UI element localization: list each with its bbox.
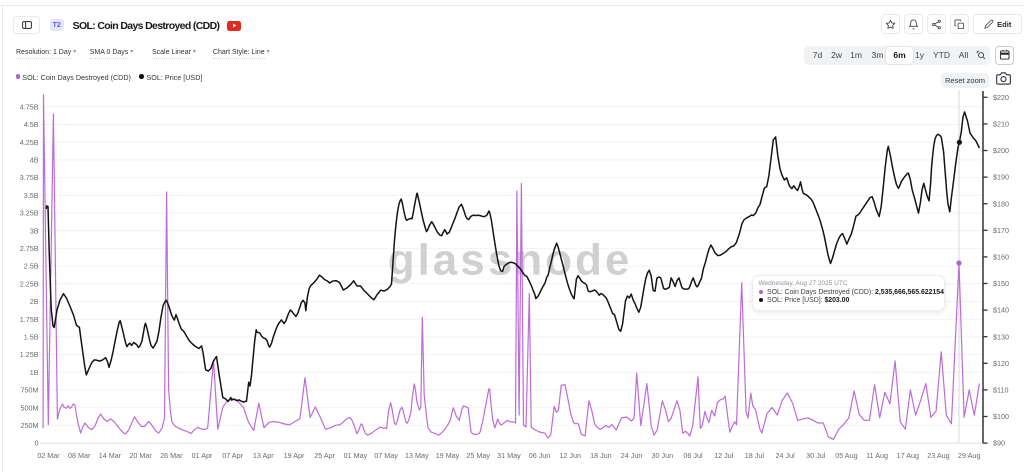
svg-text:4.75B: 4.75B (20, 102, 39, 111)
svg-text:26 Mar: 26 Mar (160, 451, 183, 460)
svg-text:05 Aug: 05 Aug (835, 451, 857, 460)
svg-text:$160: $160 (993, 253, 1009, 262)
svg-text:13 May: 13 May (405, 451, 429, 460)
svg-text:1.5B: 1.5B (24, 333, 39, 342)
svg-text:750M: 750M (21, 386, 39, 395)
svg-text:25 May: 25 May (466, 451, 490, 460)
svg-text:30 Jun: 30 Jun (652, 451, 674, 460)
svg-text:$120: $120 (993, 359, 1009, 368)
svg-text:29 Aug: 29 Aug (958, 451, 980, 460)
svg-text:1.75B: 1.75B (20, 315, 39, 324)
svg-text:06 Jul: 06 Jul (683, 451, 703, 460)
svg-text:250M: 250M (21, 421, 39, 430)
svg-text:3.75B: 3.75B (20, 173, 39, 182)
svg-text:14 Mar: 14 Mar (99, 451, 122, 460)
svg-text:19 Apr: 19 Apr (284, 451, 305, 460)
svg-text:2.5B: 2.5B (24, 262, 39, 271)
svg-text:24 Jul: 24 Jul (776, 451, 796, 460)
svg-text:$200: $200 (993, 146, 1009, 155)
svg-text:20 Mar: 20 Mar (129, 451, 152, 460)
svg-text:$190: $190 (993, 173, 1009, 182)
svg-text:18 Jun: 18 Jun (590, 451, 612, 460)
svg-text:$90: $90 (993, 439, 1005, 448)
svg-text:3.5B: 3.5B (24, 191, 39, 200)
svg-text:13 Apr: 13 Apr (253, 451, 274, 460)
svg-text:$220: $220 (993, 93, 1009, 102)
svg-text:4.25B: 4.25B (20, 138, 39, 147)
svg-text:01 May: 01 May (344, 451, 368, 460)
svg-text:$150: $150 (993, 279, 1009, 288)
svg-text:17 Aug: 17 Aug (897, 451, 919, 460)
svg-text:12 Jun: 12 Jun (559, 451, 581, 460)
svg-text:glassnode: glassnode (388, 236, 633, 285)
svg-text:$110: $110 (993, 386, 1008, 395)
svg-text:1B: 1B (30, 368, 39, 377)
svg-text:23 Aug: 23 Aug (927, 451, 949, 460)
svg-text:4B: 4B (30, 156, 39, 165)
svg-text:$210: $210 (993, 120, 1009, 129)
svg-text:12 Jul: 12 Jul (714, 451, 734, 460)
svg-text:2.25B: 2.25B (20, 279, 39, 288)
svg-text:06 Jun: 06 Jun (529, 451, 551, 460)
svg-text:2B: 2B (30, 297, 39, 306)
svg-text:24 Jun: 24 Jun (621, 451, 643, 460)
svg-text:07 May: 07 May (374, 451, 398, 460)
svg-text:$180: $180 (993, 199, 1009, 208)
svg-text:30 Jul: 30 Jul (806, 451, 826, 460)
svg-text:31 May: 31 May (497, 451, 521, 460)
svg-text:01 Apr: 01 Apr (192, 451, 213, 460)
svg-text:07 Apr: 07 Apr (222, 451, 243, 460)
svg-text:3.25B: 3.25B (20, 209, 39, 218)
svg-text:500M: 500M (21, 403, 39, 412)
svg-text:4.5B: 4.5B (24, 120, 39, 129)
svg-text:$170: $170 (993, 226, 1009, 235)
svg-text:0: 0 (35, 439, 39, 448)
svg-text:1.25B: 1.25B (20, 350, 39, 359)
svg-text:25 Apr: 25 Apr (314, 451, 335, 460)
svg-text:18 Jul: 18 Jul (745, 451, 765, 460)
svg-text:$140: $140 (993, 306, 1009, 315)
svg-text:08 Mar: 08 Mar (68, 451, 91, 460)
svg-text:2.75B: 2.75B (20, 244, 39, 253)
svg-text:$130: $130 (993, 332, 1009, 341)
svg-text:$100: $100 (993, 412, 1009, 421)
svg-text:11 Aug: 11 Aug (866, 451, 888, 460)
svg-text:19 May: 19 May (436, 451, 460, 460)
svg-text:3B: 3B (30, 226, 39, 235)
svg-text:02 Mar: 02 Mar (37, 451, 60, 460)
